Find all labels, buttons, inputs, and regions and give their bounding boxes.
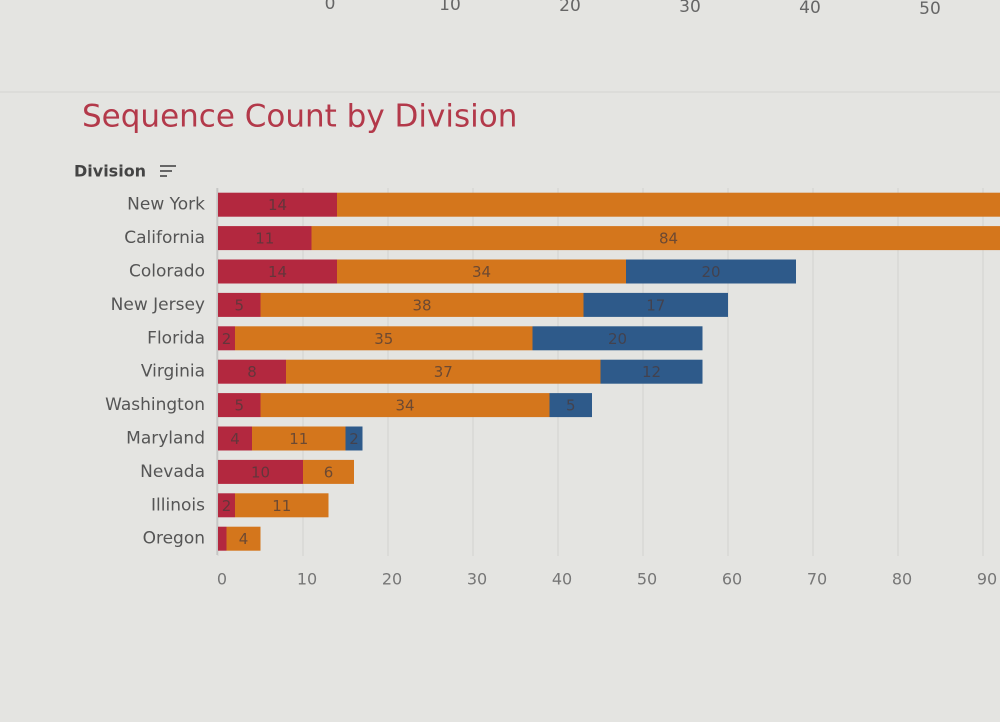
- data-label: 2: [222, 330, 232, 348]
- data-label: 38: [412, 296, 431, 314]
- bar-segment: [626, 259, 796, 284]
- y-tick-label: Illinois: [151, 495, 205, 515]
- bar-segment: [218, 359, 286, 384]
- data-label: 17: [646, 296, 665, 314]
- bar-segment: [218, 459, 303, 484]
- y-tick-label: Oregon: [143, 529, 205, 549]
- y-tick-label: New Jersey: [111, 295, 205, 315]
- bar-segment: [583, 292, 728, 317]
- bar-segment: [218, 426, 252, 451]
- data-label: 84: [659, 230, 678, 248]
- bar-segment: [260, 292, 584, 317]
- data-label: 20: [608, 330, 627, 348]
- data-label: 20: [701, 263, 720, 281]
- y-tick-label: Maryland: [126, 429, 205, 449]
- bar-segment: [286, 359, 601, 384]
- data-label: 11: [272, 497, 291, 515]
- data-label: 11: [255, 230, 274, 248]
- x-tick-label: 10: [297, 570, 317, 589]
- data-label: 35: [374, 330, 393, 348]
- upper-tick-label: 30: [679, 0, 701, 17]
- data-label: 5: [234, 397, 244, 415]
- sort-icon[interactable]: [160, 165, 176, 177]
- y-tick-label: Virginia: [141, 362, 205, 382]
- x-tick-label: 0: [217, 570, 227, 589]
- y-tick-label: California: [124, 228, 205, 248]
- bar-segment: [600, 359, 703, 384]
- y-tick-label: Florida: [147, 328, 205, 348]
- bar-segment: [218, 259, 337, 284]
- data-label: 11: [289, 430, 308, 448]
- upper-tick-label: 40: [799, 0, 821, 18]
- y-axis-label: Division: [74, 162, 146, 181]
- y-tick-label: Nevada: [140, 462, 205, 482]
- bar-segment: [311, 226, 1000, 251]
- bar-segment: [252, 426, 346, 451]
- x-tick-label: 40: [552, 570, 572, 589]
- bar-segment: [235, 493, 329, 518]
- bar-segment: [218, 326, 235, 351]
- y-tick-label: New York: [127, 195, 205, 215]
- data-label: 14: [268, 263, 287, 281]
- bar-segment: [337, 259, 626, 284]
- data-label: 5: [234, 296, 244, 314]
- upper-tick-label: 20: [559, 0, 581, 16]
- data-label: 37: [434, 363, 453, 381]
- bar-segment: [218, 526, 227, 551]
- bar-segment: [218, 393, 261, 418]
- data-label: 12: [642, 363, 661, 381]
- bar-segment: [218, 292, 261, 317]
- data-label: 2: [349, 430, 359, 448]
- y-tick-label: Washington: [105, 395, 205, 415]
- data-label: 2: [222, 497, 232, 515]
- bar-segment: [260, 393, 550, 418]
- bar-segment: [303, 459, 354, 484]
- x-tick-label: 60: [722, 570, 742, 589]
- x-tick-label: 20: [382, 570, 402, 589]
- data-label: 14: [268, 196, 287, 214]
- data-label: 34: [395, 397, 414, 415]
- bar-segment: [337, 192, 1000, 217]
- bar-segment: [218, 192, 337, 217]
- data-label: 34: [472, 263, 491, 281]
- x-tick-label: 80: [892, 570, 912, 589]
- upper-tick-label: 50: [919, 0, 941, 19]
- y-tick-label: Colorado: [129, 262, 205, 282]
- x-tick-label: 30: [467, 570, 487, 589]
- data-label: 4: [239, 530, 249, 548]
- upper-tick-label: 10: [439, 0, 461, 15]
- data-label: 4: [230, 430, 240, 448]
- data-label: 6: [324, 463, 334, 481]
- data-label: 10: [251, 463, 270, 481]
- data-label: 5: [566, 397, 576, 415]
- bar-segment: [235, 326, 533, 351]
- bar-segment: [532, 326, 703, 351]
- x-tick-label: 70: [807, 570, 827, 589]
- x-tick-label: 50: [637, 570, 657, 589]
- x-tick-label: 90: [977, 570, 997, 589]
- bar-segment: [549, 393, 592, 418]
- bar-segment: [218, 226, 312, 251]
- bar-segment: [218, 493, 235, 518]
- chart-title: Sequence Count by Division: [82, 99, 517, 135]
- bar-segment: [226, 526, 261, 551]
- data-label: 8: [247, 363, 257, 381]
- bar-segment: [345, 426, 363, 451]
- upper-tick-label: 0: [325, 0, 336, 14]
